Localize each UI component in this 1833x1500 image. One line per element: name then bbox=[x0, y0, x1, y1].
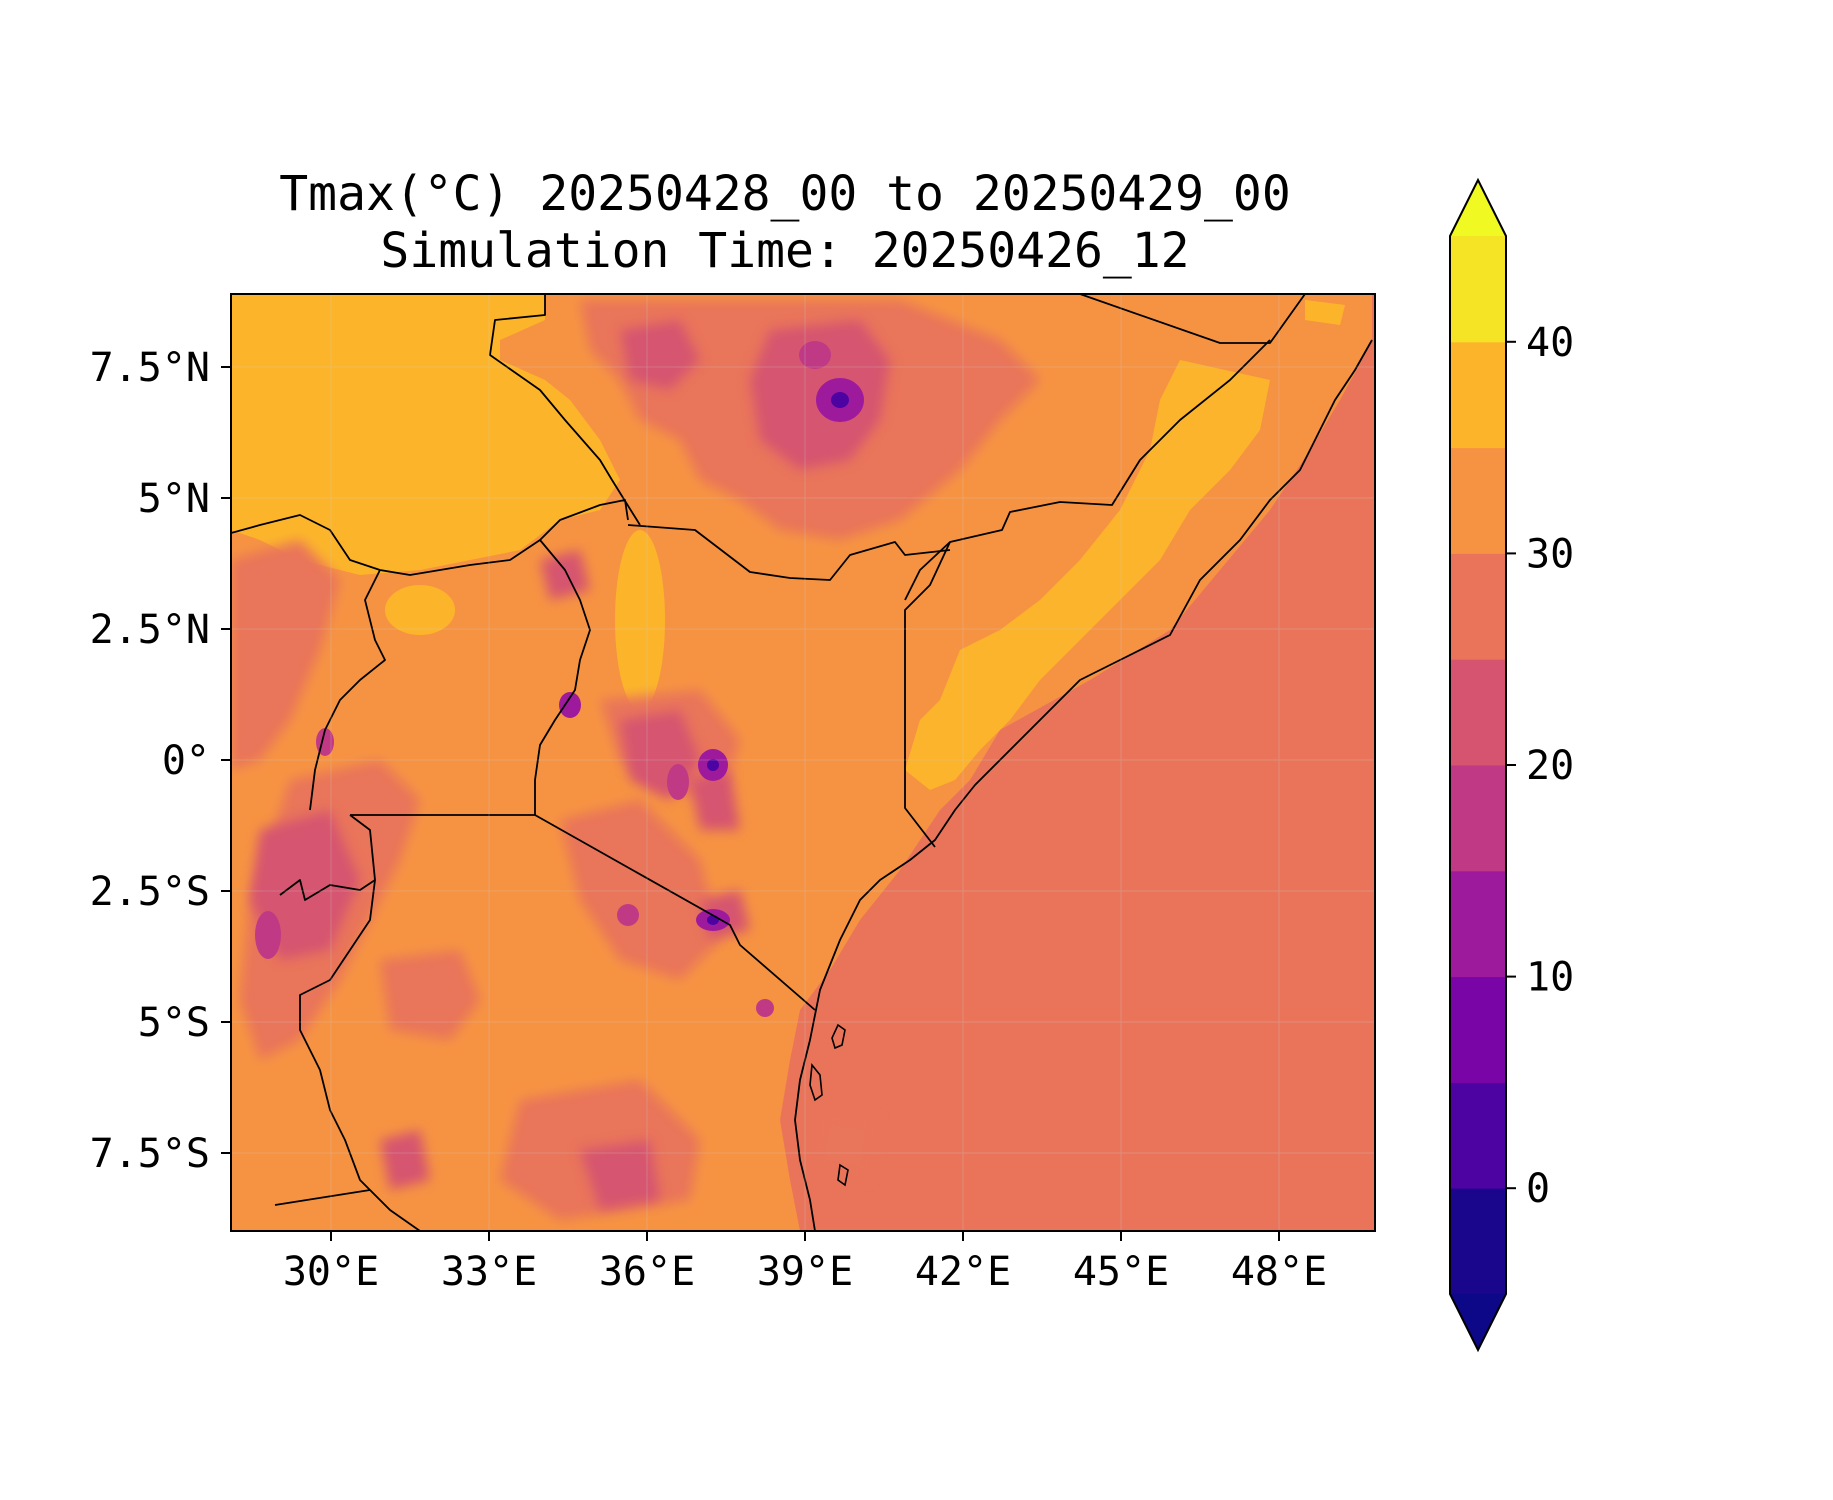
border-uganda-drc bbox=[309, 569, 386, 811]
coastline bbox=[794, 339, 1373, 1231]
chart-title-line2: Simulation Time: 20250426_12 bbox=[380, 223, 1189, 279]
colorbar-tick-label: 30 bbox=[1526, 531, 1574, 577]
gridlines bbox=[231, 294, 1375, 1231]
x-tick-label-39e: 39°E bbox=[757, 1249, 853, 1295]
colorbar-band bbox=[1450, 870, 1506, 978]
border-lake-victoria-tz bbox=[350, 814, 816, 1011]
colorbar-band bbox=[1450, 659, 1506, 766]
border-tz-zambia bbox=[274, 1189, 371, 1206]
y-tick-label-7-5n: 7.5°N bbox=[90, 345, 210, 391]
border-kenya-ethiopia bbox=[627, 524, 951, 581]
colorbar-outline bbox=[1449, 177, 1507, 1353]
border-rwanda-burundi bbox=[279, 814, 376, 901]
x-axis: 30°E 33°E 36°E 39°E 42°E 45°E 48°E bbox=[283, 1231, 1327, 1295]
mafia-island bbox=[837, 1163, 849, 1187]
border-kenya-somalia bbox=[904, 541, 951, 848]
border-uganda-kenya bbox=[534, 539, 591, 815]
x-tick-label-48e: 48°E bbox=[1231, 1249, 1327, 1295]
x-tick-label-42e: 42°E bbox=[915, 1249, 1011, 1295]
colorbar-bands bbox=[1450, 236, 1506, 1295]
y-tick-label-2-5n: 2.5°N bbox=[90, 607, 210, 653]
colorbar-band bbox=[1450, 341, 1506, 449]
pemba-island bbox=[831, 1023, 846, 1050]
hot-patch-uganda bbox=[385, 585, 455, 635]
map-frame bbox=[230, 293, 1376, 1232]
colorbar-tick-label: 20 bbox=[1526, 743, 1574, 789]
y-tick-label-0: 0° bbox=[162, 738, 210, 784]
map-area bbox=[231, 294, 1375, 1231]
border-north-somalia bbox=[1079, 294, 1306, 344]
colorbar-band bbox=[1450, 1188, 1506, 1295]
colorbar-tick-label: 10 bbox=[1526, 955, 1574, 1001]
islands bbox=[809, 1023, 849, 1187]
zanzibar-island bbox=[809, 1062, 823, 1102]
colorbar-band bbox=[1450, 976, 1506, 1083]
chart-title-line1: Tmax(°C) 20250428_00 to 20250429_00 bbox=[279, 166, 1290, 222]
border-west-tanzania bbox=[299, 879, 421, 1231]
colorbar-tick-label: 40 bbox=[1526, 320, 1574, 366]
hot-region-south-sudan bbox=[231, 294, 620, 575]
colorbar-band bbox=[1450, 447, 1506, 554]
colorbar-band bbox=[1450, 553, 1506, 660]
coldest-peaks bbox=[255, 341, 864, 1017]
y-tick-label-7-5s: 7.5°S bbox=[90, 1131, 210, 1177]
y-tick-label-5s: 5°S bbox=[138, 1000, 210, 1046]
x-tick-label-45e: 45°E bbox=[1073, 1249, 1169, 1295]
colorbar-under-arrow bbox=[1450, 1294, 1506, 1350]
x-tick-label-33e: 33°E bbox=[441, 1249, 537, 1295]
colorbar-band bbox=[1450, 765, 1506, 872]
colorbar-band bbox=[1450, 236, 1506, 343]
y-axis: 7.5°N 5°N 2.5°N 0° 2.5°S 5°S 7.5°S bbox=[90, 345, 231, 1177]
y-tick-label-2-5s: 2.5°S bbox=[90, 869, 210, 915]
y-tick-label-5n: 5°N bbox=[138, 476, 210, 522]
hot-region-somalia bbox=[905, 360, 1270, 790]
colorbar-tick-label: 0 bbox=[1526, 1166, 1550, 1212]
colorbar-ticks: 0 10 20 30 40 bbox=[1506, 320, 1574, 1212]
border-south-sudan-ethiopia bbox=[489, 294, 641, 526]
colorbar: 0 10 20 30 40 bbox=[1449, 177, 1574, 1353]
hot-patch-northeast bbox=[1305, 300, 1345, 325]
hot-patch-turkana bbox=[615, 530, 665, 710]
x-tick-label-36e: 36°E bbox=[599, 1249, 695, 1295]
colorbar-over-arrow bbox=[1450, 180, 1506, 236]
colorbar-band bbox=[1450, 1082, 1506, 1189]
border-south-sudan-uganda-kenya bbox=[231, 499, 629, 576]
x-tick-label-30e: 30°E bbox=[283, 1249, 379, 1295]
country-boundaries bbox=[231, 294, 1373, 1231]
